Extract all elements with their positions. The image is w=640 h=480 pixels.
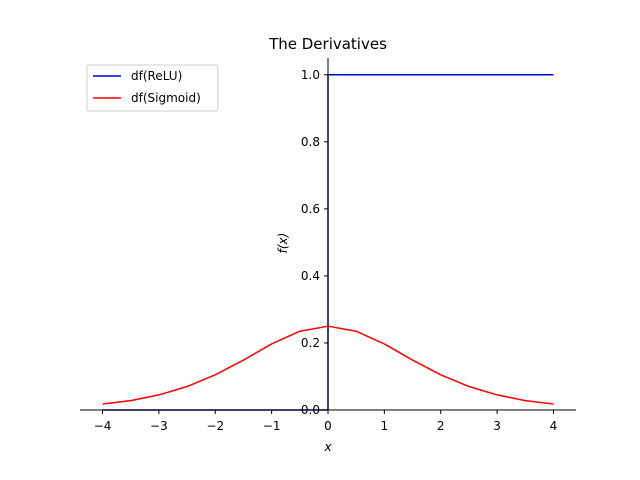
x-tick-label: −1	[263, 419, 281, 433]
y-tick-label: 0.0	[301, 403, 320, 417]
x-tick-label: 4	[550, 419, 558, 433]
axes-layer: −4 −3 −2 −1 0 1 2 3 4 0.0 0.2 0.4 0.6 0.8 1.0	[80, 58, 576, 433]
x-tick-label: 1	[381, 419, 389, 433]
x-tick-label: −4	[94, 419, 112, 433]
chart-title: The Derivatives	[268, 35, 387, 53]
y-tick-label: 0.2	[301, 336, 320, 350]
x-tick-label: −3	[150, 419, 168, 433]
legend-label: df(Sigmoid)	[131, 91, 201, 105]
y-tick-label: 0.6	[301, 202, 320, 216]
x-tick-label: 3	[493, 419, 501, 433]
x-tick-label: 0	[324, 419, 332, 433]
legend-label: df(ReLU)	[131, 69, 182, 83]
y-axis-label: f(x)	[276, 233, 290, 254]
y-tick-label: 0.4	[301, 269, 320, 283]
x-axis-label: x	[323, 440, 332, 454]
legend: df(ReLU) df(Sigmoid)	[86, 64, 219, 112]
y-tick-label: 1.0	[301, 68, 320, 82]
x-tick-label: −2	[206, 419, 224, 433]
y-tick-label: 0.8	[301, 135, 320, 149]
x-tick-label: 2	[437, 419, 445, 433]
